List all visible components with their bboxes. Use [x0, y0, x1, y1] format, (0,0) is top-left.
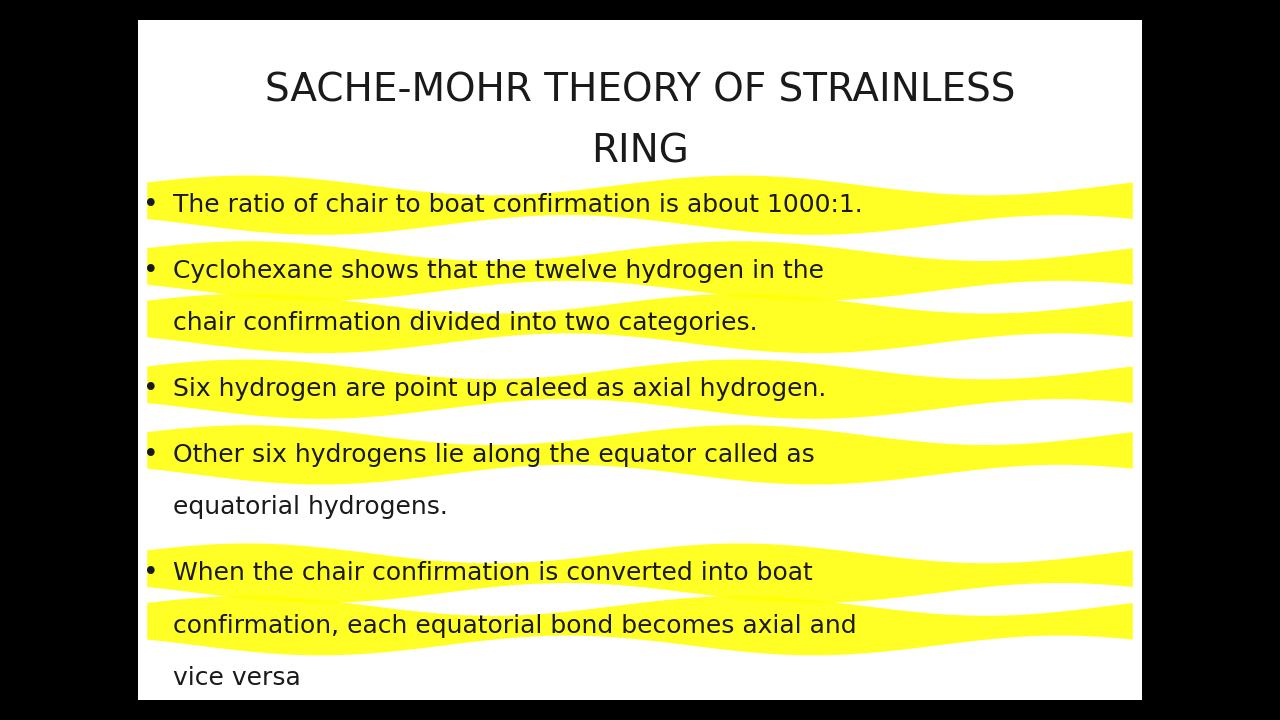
Text: vice versa: vice versa [173, 666, 301, 690]
Text: confirmation, each equatorial bond becomes axial and: confirmation, each equatorial bond becom… [173, 613, 856, 638]
Polygon shape [147, 426, 1133, 485]
Text: RING: RING [591, 132, 689, 170]
Text: •: • [143, 192, 159, 218]
Text: SACHE-MOHR THEORY OF STRAINLESS: SACHE-MOHR THEORY OF STRAINLESS [265, 71, 1015, 109]
Polygon shape [147, 359, 1133, 419]
Text: When the chair confirmation is converted into boat: When the chair confirmation is converted… [173, 561, 813, 585]
Text: equatorial hydrogens.: equatorial hydrogens. [173, 495, 448, 519]
Text: •: • [143, 560, 159, 586]
Text: The ratio of chair to boat confirmation is about 1000:1.: The ratio of chair to boat confirmation … [173, 193, 863, 217]
Text: •: • [143, 442, 159, 468]
Text: Cyclohexane shows that the twelve hydrogen in the: Cyclohexane shows that the twelve hydrog… [173, 259, 824, 283]
Text: chair confirmation divided into two categories.: chair confirmation divided into two cate… [173, 312, 758, 336]
Polygon shape [147, 544, 1133, 603]
Text: Six hydrogen are point up caleed as axial hydrogen.: Six hydrogen are point up caleed as axia… [173, 377, 826, 401]
Text: •: • [143, 258, 159, 284]
Text: •: • [143, 376, 159, 402]
Polygon shape [147, 176, 1133, 235]
Polygon shape [147, 241, 1133, 300]
Text: Other six hydrogens lie along the equator called as: Other six hydrogens lie along the equato… [173, 443, 814, 467]
Polygon shape [147, 294, 1133, 353]
Polygon shape [147, 596, 1133, 655]
